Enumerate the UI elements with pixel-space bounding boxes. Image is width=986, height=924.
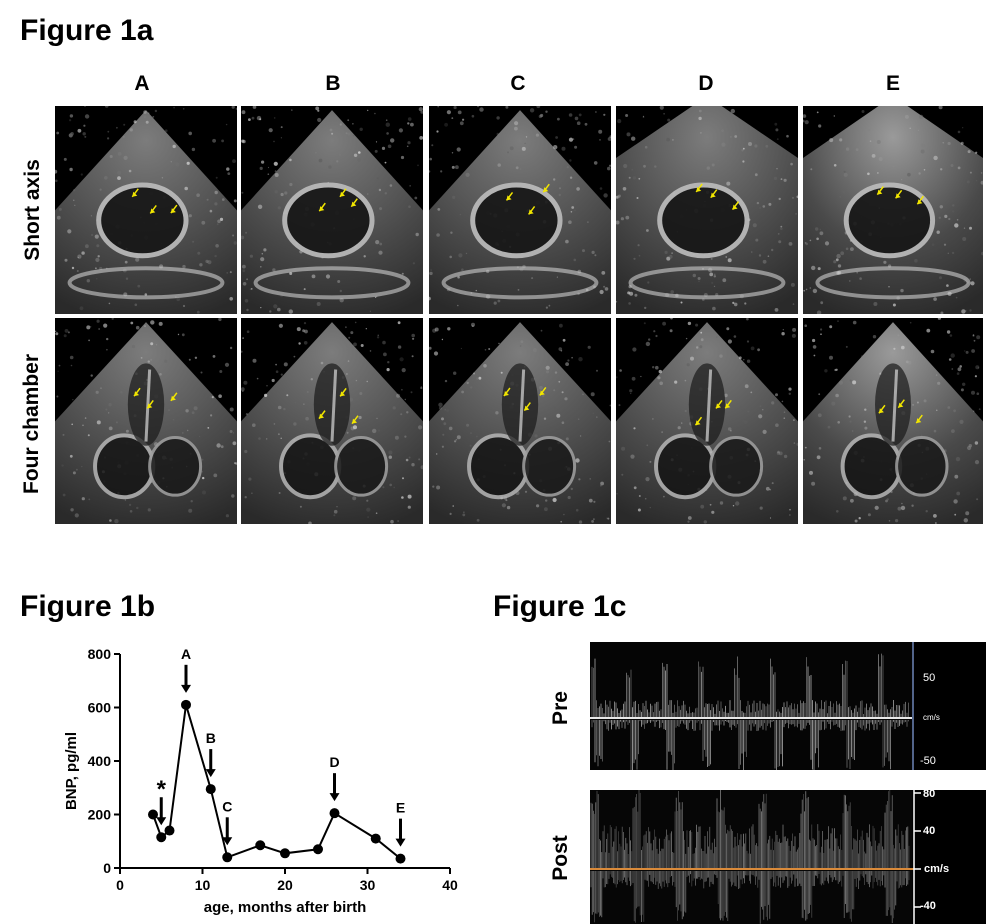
x-tick-label: 40 [442,877,458,893]
annotation-label: B [206,730,216,746]
y-tick-label: 0 [103,860,111,876]
bnp-data-point [205,784,216,795]
bnp-line-chart: 0 200 400 600 800 0 10 20 30 40 age, months after … [63,646,458,916]
column-label-d: D [698,72,714,95]
row-label-short-axis: Short axis [21,159,44,261]
y-tick-label: 600 [88,700,112,716]
echo-image-d-four-chamber [616,318,798,524]
figure-1b-title: Figure 1b [20,590,156,623]
annotation-label: D [329,754,339,770]
column-label-c: C [510,72,526,95]
bnp-data-point [181,699,191,710]
annotation-label: C [222,798,232,814]
doppler-pre-label: Pre [549,691,572,725]
bnp-series-line [152,704,402,860]
doppler-post-panel: 80 40 cm/s -40 [590,790,986,924]
annotation-arrow-head [156,817,167,826]
echo-image-b-short-axis [241,106,423,314]
doppler-post-tick-40: 40 [923,825,936,837]
bnp-data-point [222,852,233,863]
y-tick-label: 800 [88,646,112,662]
y-tick-label: 400 [88,753,112,769]
bnp-data-point [395,853,406,864]
annotation-arrow-head [205,769,216,778]
bnp-data-point [370,833,381,844]
y-axis-label: BNP, pg/ml [63,732,80,810]
bnp-data-point [329,808,340,819]
doppler-post-tick-minus40: -40 [920,900,936,912]
echo-image-c-four-chamber [429,318,611,524]
doppler-pre-panel: 50 cm/s -50 [590,642,986,770]
doppler-post-label: Post [549,835,572,881]
annotation-label: E [396,800,405,816]
echo-image-b-four-chamber [241,318,423,524]
doppler-pre-unit: cm/s [923,713,940,722]
bnp-data-point [164,825,175,836]
echo-image-c-short-axis [429,106,611,314]
bnp-data-point [313,844,323,855]
annotation-arrow-head [329,793,340,802]
figure-1c-title: Figure 1c [493,590,627,623]
annotation-arrow-head [222,837,233,846]
column-label-a: A [134,72,150,95]
bnp-data-point [280,848,290,859]
x-tick-label: 20 [277,877,293,893]
figure-1a-title: Figure 1a [20,14,154,47]
y-tick-label: 200 [88,807,112,823]
doppler-pre-tick-minus50: -50 [920,755,936,767]
bnp-data-point [156,832,167,843]
annotation-label: A [181,646,191,662]
x-tick-label: 0 [116,877,124,893]
bnp-data-point [148,809,158,820]
echo-image-e-four-chamber [803,318,983,524]
annotation-label: * [157,776,167,803]
bnp-data-point [255,840,266,851]
column-label-b: B [325,72,341,95]
doppler-post-unit: cm/s [924,863,950,875]
x-tick-label: 10 [195,877,211,893]
echo-image-e-short-axis [803,106,983,314]
echo-image-d-short-axis [616,106,798,314]
row-label-four-chamber: Four chamber [20,353,43,494]
annotation-arrow-head [395,838,406,847]
doppler-post-tick-80: 80 [923,790,936,800]
echo-image-a-four-chamber [55,318,237,524]
x-tick-label: 30 [360,877,376,893]
echo-image-a-short-axis [55,106,237,314]
x-axis-label: age, months after birth [204,899,367,916]
annotation-arrow-head [181,684,191,693]
column-label-e: E [885,72,900,95]
doppler-pre-tick-50: 50 [923,672,936,684]
